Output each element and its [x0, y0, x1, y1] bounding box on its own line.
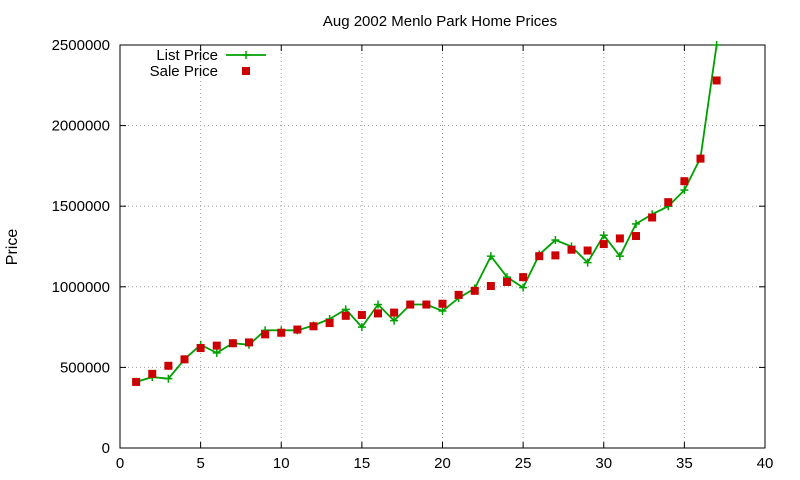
sale-price-point	[664, 198, 673, 207]
list-price-point	[357, 323, 366, 332]
x-tick-label: 5	[196, 455, 204, 472]
sale-price-point	[551, 251, 560, 260]
list-price-point	[212, 348, 221, 357]
sale-price-point	[438, 299, 447, 308]
x-tick-label: 0	[116, 455, 124, 472]
list-price-point	[374, 300, 382, 309]
sale-price-point	[196, 344, 205, 353]
sale-price-point	[180, 355, 189, 364]
chart-title: Aug 2002 Menlo Park Home Prices	[323, 13, 557, 30]
x-tick-label: 30	[595, 455, 612, 472]
sale-price-point	[422, 300, 431, 309]
list-price-point	[583, 258, 592, 267]
x-tick-label: 40	[757, 455, 774, 472]
y-tick-label: 2000000	[52, 118, 110, 135]
list-price-point	[486, 252, 495, 261]
y-tick-label: 500000	[60, 359, 110, 376]
list-price-line	[135, 44, 718, 383]
legend-item-list-price: List Price	[156, 47, 266, 64]
sale-price-point	[406, 300, 415, 309]
series	[132, 41, 721, 386]
legend-swatch-plus	[242, 51, 250, 59]
list-price-point	[551, 236, 560, 245]
sale-price-point	[470, 286, 479, 295]
tick-labels: 0 5 10 15 20 25 30 35 40 0 500000 1000000 1500000 200…	[52, 37, 774, 472]
series-list-price	[132, 41, 721, 386]
sale-price-point	[615, 234, 624, 243]
y-tick-label: 2500000	[52, 37, 110, 54]
legend-label: List Price	[156, 47, 218, 64]
sale-price-point	[696, 154, 705, 163]
series-sale-price	[132, 76, 721, 386]
sale-price-point	[261, 330, 270, 339]
sale-price-point	[164, 361, 173, 370]
x-tick-label: 10	[273, 455, 290, 472]
list-price-point	[519, 283, 528, 292]
legend-item-sale-price: Sale Price	[150, 63, 250, 80]
x-tick-label: 15	[354, 455, 371, 472]
sale-price-point	[374, 309, 382, 318]
list-price-point	[712, 41, 721, 49]
sale-price-point	[245, 338, 253, 347]
list-price-point	[438, 306, 447, 315]
legend-label: Sale Price	[150, 63, 218, 80]
sale-price-point	[357, 311, 366, 320]
y-tick-label: 1500000	[52, 198, 110, 215]
sale-price-point	[503, 277, 511, 286]
list-price-point	[599, 231, 608, 240]
list-price-point	[164, 374, 173, 383]
grid	[120, 45, 765, 448]
list-price-point	[390, 316, 399, 325]
sale-price-point	[567, 245, 576, 254]
sale-price-point	[632, 232, 640, 241]
sale-price-point	[599, 240, 608, 249]
sale-price-point	[277, 328, 286, 337]
axes	[119, 44, 766, 449]
sale-price-point	[535, 252, 544, 261]
sale-price-point	[228, 339, 237, 348]
sale-price-point	[712, 76, 721, 85]
sale-price-point	[293, 325, 302, 334]
y-tick-label: 0	[102, 440, 110, 457]
sale-price-point	[341, 311, 350, 320]
list-price-point	[615, 252, 624, 261]
sale-price-point	[212, 341, 221, 350]
x-tick-label: 20	[434, 455, 451, 472]
sale-price-point	[132, 377, 141, 386]
sale-price-point	[148, 369, 157, 378]
y-tick-label: 1000000	[52, 279, 110, 296]
sale-price-point	[519, 273, 528, 282]
list-price-point	[632, 219, 640, 228]
sale-price-point	[648, 213, 657, 222]
sale-price-point	[583, 246, 592, 255]
legend-swatch-square	[242, 67, 250, 75]
y-axis-label: Price	[4, 229, 21, 266]
sale-price-point	[309, 322, 318, 331]
sale-price-point	[486, 281, 495, 290]
list-price-point	[680, 186, 689, 195]
sale-price-point	[680, 177, 689, 186]
sale-price-point	[325, 319, 334, 328]
sale-price-point	[454, 290, 463, 299]
sale-price-point	[390, 308, 399, 317]
x-tick-label: 25	[515, 455, 532, 472]
x-tick-label: 35	[676, 455, 693, 472]
